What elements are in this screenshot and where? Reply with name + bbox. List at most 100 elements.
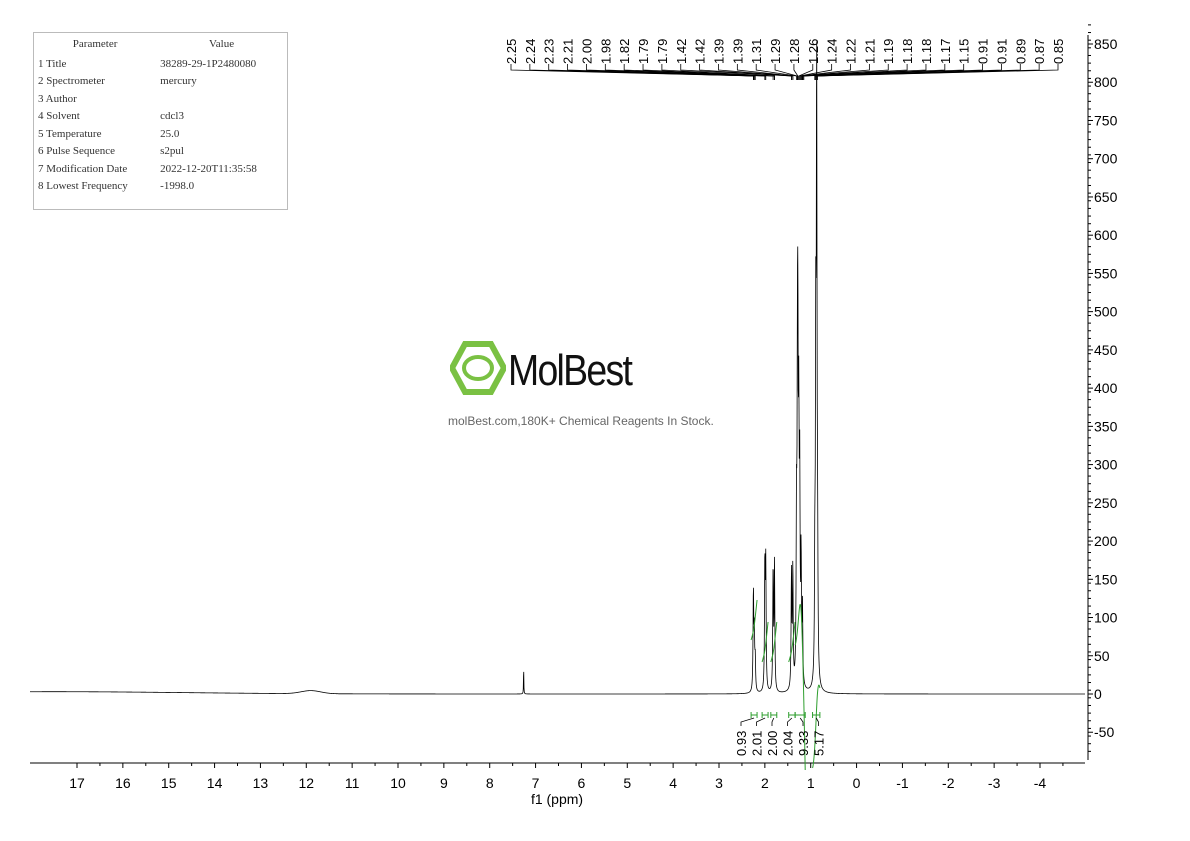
y-tick-label: 750 bbox=[1094, 112, 1118, 128]
x-tick-label: 17 bbox=[69, 775, 85, 791]
peak-label: 0.91 bbox=[976, 39, 991, 64]
integral-connector bbox=[740, 717, 755, 726]
peak-label-connector bbox=[736, 64, 794, 80]
x-tick-label: 0 bbox=[853, 775, 861, 791]
y-tick-label: 150 bbox=[1094, 571, 1118, 587]
x-tick-label: 1 bbox=[807, 775, 815, 791]
integral-curve bbox=[761, 621, 769, 663]
peak-label: 1.42 bbox=[693, 39, 708, 64]
integral-curve bbox=[770, 621, 778, 663]
y-tick-label: 850 bbox=[1094, 36, 1118, 52]
integral-label: 5.17 bbox=[812, 731, 827, 756]
peak-label: 1.17 bbox=[938, 39, 953, 64]
y-tick-label: 300 bbox=[1094, 457, 1118, 473]
table-row: 7 Modification Date 2022-12-20T11:35:58 bbox=[34, 160, 287, 178]
table-row: 1 Title 38289-29-1P2480080 bbox=[34, 55, 287, 73]
peak-label: 1.31 bbox=[749, 39, 764, 64]
peak-label: 1.19 bbox=[881, 39, 896, 64]
peak-label-connector bbox=[755, 64, 797, 80]
table-row: 6 Pulse Sequence s2pul bbox=[34, 143, 287, 161]
x-tick-label: -3 bbox=[988, 775, 1001, 791]
integral-bracket bbox=[788, 712, 796, 718]
peak-label-connector bbox=[800, 64, 870, 80]
peak-label: 1.18 bbox=[900, 39, 915, 64]
x-tick-label: -2 bbox=[942, 775, 955, 791]
peak-label: 1.15 bbox=[957, 39, 972, 64]
watermark-name: MolBest bbox=[508, 346, 633, 395]
x-tick-label: 4 bbox=[669, 775, 677, 791]
peak-label: 2.23 bbox=[542, 39, 557, 64]
peak-label-connector bbox=[801, 64, 889, 80]
x-tick-label: 8 bbox=[486, 775, 494, 791]
param-value: 25.0 bbox=[160, 127, 180, 140]
peak-label: 0.89 bbox=[1013, 39, 1028, 64]
y-tick-label: 350 bbox=[1094, 418, 1118, 434]
header-parameter: Parameter bbox=[72, 38, 118, 50]
integral-bracket bbox=[770, 712, 778, 718]
peak-label: 0.85 bbox=[1051, 39, 1066, 64]
peak-label-connector bbox=[699, 64, 792, 80]
peak-label-connector bbox=[661, 64, 775, 80]
header-value: Value bbox=[209, 38, 235, 50]
param-value: 2022-12-20T11:35:58 bbox=[160, 162, 257, 175]
peak-label: 1.21 bbox=[862, 39, 877, 64]
x-tick-label: 15 bbox=[161, 775, 177, 791]
watermark-tagline: molBest.com,180K+ Chemical Reagents In S… bbox=[448, 414, 714, 428]
x-tick-label: 12 bbox=[298, 775, 314, 791]
x-tick-label: 3 bbox=[715, 775, 723, 791]
param-name: 6 Pulse Sequence bbox=[38, 145, 115, 158]
peak-label: 1.39 bbox=[730, 39, 745, 64]
integral-curve bbox=[788, 621, 796, 663]
peak-label: 1.98 bbox=[598, 39, 613, 64]
integral-connector bbox=[815, 717, 819, 726]
x-tick-label: -1 bbox=[896, 775, 909, 791]
spectrum-line bbox=[30, 41, 1085, 695]
y-tick-label: -50 bbox=[1094, 724, 1114, 740]
integral-bracket bbox=[812, 712, 821, 718]
x-tick-label: 5 bbox=[623, 775, 631, 791]
peak-label-connector bbox=[623, 64, 774, 80]
peak-label: 2.00 bbox=[579, 39, 594, 64]
peak-label: 1.42 bbox=[674, 39, 689, 64]
x-tick-label: 10 bbox=[390, 775, 406, 791]
param-name: 7 Modification Date bbox=[38, 162, 128, 175]
table-row: 2 Spectrometer mercury bbox=[34, 73, 287, 91]
peak-label-connector bbox=[803, 64, 965, 80]
parameter-table: Parameter Value 1 Title 38289-29-1P2480080… bbox=[33, 32, 288, 210]
x-tick-label: 13 bbox=[253, 775, 269, 791]
peak-label-connector bbox=[774, 64, 798, 80]
integral-bracket bbox=[761, 712, 769, 718]
peak-label: 1.79 bbox=[655, 39, 670, 64]
watermark-logo: MolBest bbox=[448, 340, 633, 401]
integral-label: 9.33 bbox=[796, 731, 811, 756]
peak-label: 2.24 bbox=[523, 39, 538, 64]
y-tick-label: 250 bbox=[1094, 495, 1118, 511]
param-value: s2pul bbox=[160, 145, 184, 158]
peak-label: 1.29 bbox=[768, 39, 783, 64]
integral-curve bbox=[794, 604, 806, 771]
integral-label: 2.04 bbox=[781, 731, 796, 756]
integral-connector bbox=[799, 717, 804, 726]
y-tick-label: 550 bbox=[1094, 265, 1118, 281]
integral-bracket bbox=[750, 712, 758, 718]
y-tick-label: 100 bbox=[1094, 610, 1118, 626]
peak-label: 1.26 bbox=[806, 39, 821, 64]
x-tick-label: 9 bbox=[440, 775, 448, 791]
y-tick-label: 700 bbox=[1094, 151, 1118, 167]
peak-label: 0.91 bbox=[994, 39, 1009, 64]
y-tick-label: 450 bbox=[1094, 342, 1118, 358]
peak-label-connector bbox=[793, 64, 799, 80]
peak-label-connector bbox=[800, 64, 851, 80]
x-axis-label: f1 (ppm) bbox=[531, 791, 583, 807]
x-tick-label: 6 bbox=[578, 775, 586, 791]
table-row: 4 Solvent cdcl3 bbox=[34, 108, 287, 126]
hexagon-logo-icon bbox=[448, 341, 508, 395]
y-tick-label: 0 bbox=[1094, 686, 1102, 702]
peak-label-connector bbox=[604, 64, 767, 80]
peak-label-connector bbox=[802, 64, 927, 80]
param-value: cdcl3 bbox=[160, 110, 184, 123]
param-name: 2 Spectrometer bbox=[38, 75, 105, 88]
peak-label: 1.28 bbox=[787, 39, 802, 64]
